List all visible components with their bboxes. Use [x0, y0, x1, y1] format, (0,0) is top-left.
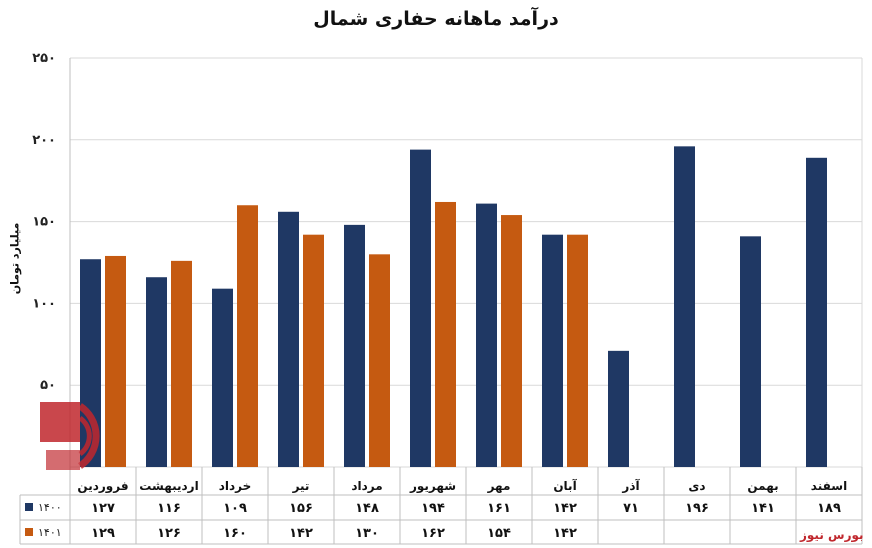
data-value-label: ۱۵۴ [487, 526, 511, 541]
y-tick-label: ۱۵۰ [32, 215, 56, 230]
data-value-label: ۱۹۴ [421, 501, 445, 516]
bar-series1 [410, 149, 431, 467]
x-category-label: آبان [553, 478, 577, 493]
bar-series1 [344, 224, 365, 467]
x-category-label: آذر [621, 478, 640, 493]
data-value-label: ۱۳۰ [355, 526, 379, 541]
bar-series1 [146, 277, 167, 467]
data-value-label: ۱۴۱ [751, 501, 775, 516]
bar-series2 [105, 255, 126, 467]
bar-series2 [501, 215, 522, 467]
data-value-label: ۱۶۰ [223, 526, 247, 541]
watermark-logo [40, 402, 100, 470]
data-value-label: ۱۰۹ [223, 501, 247, 516]
bar-series2 [567, 234, 588, 467]
bar-series2 [435, 201, 456, 467]
bar-series2 [171, 260, 192, 467]
data-value-label: ۱۶۱ [487, 501, 511, 516]
data-value-label: ۱۶۲ [421, 526, 445, 541]
bar-series1 [476, 203, 497, 467]
y-tick-label: ۱۰۰ [32, 296, 56, 311]
x-category-label: خرداد [219, 479, 252, 493]
y-tick-label: ۲۵۰ [32, 51, 56, 66]
x-category-label: فروردین [77, 479, 128, 494]
brand-label: بورس نیوز [800, 528, 864, 542]
bar-series1 [212, 288, 233, 467]
legend-swatch [25, 503, 33, 511]
data-value-label: ۱۴۲ [553, 501, 577, 516]
bar-series1 [674, 146, 695, 467]
bar-series1 [806, 157, 827, 467]
x-category-label: بهمن [747, 479, 778, 493]
data-value-label: ۱۲۶ [157, 526, 181, 541]
data-value-label: ۱۲۷ [91, 501, 115, 516]
chart-title: درآمد ماهانه حفاری شمال [313, 8, 559, 30]
bar-series2 [237, 205, 258, 468]
data-value-label: ۱۴۸ [355, 501, 379, 516]
x-category-label: اردیبهشت [139, 479, 198, 493]
bar-series2 [303, 234, 324, 467]
data-value-label: ۱۴۲ [553, 526, 577, 541]
data-value-label: ۱۱۶ [157, 501, 181, 516]
y-tick-label: ۵۰ [40, 378, 56, 393]
y-tick-label: ۲۰۰ [32, 133, 56, 148]
x-category-label: مرداد [351, 479, 382, 493]
x-category-label: اسفند [811, 479, 847, 493]
bar-series1 [740, 236, 761, 467]
x-category-label: مهر [487, 479, 511, 493]
bar-series1 [542, 234, 563, 467]
legend-label: ۱۴۰۰ [38, 501, 62, 514]
data-value-label: ۷۱ [623, 501, 639, 516]
legend-label: ۱۴۰۱ [38, 526, 62, 539]
data-value-label: ۱۵۶ [289, 501, 313, 516]
x-category-label: شهریور [409, 479, 456, 494]
data-value-label: ۱۸۹ [817, 501, 841, 516]
bar-series2 [369, 254, 390, 467]
data-value-label: ۱۹۶ [685, 501, 709, 516]
x-category-label: تیر [292, 479, 310, 493]
data-value-label: ۱۲۹ [91, 526, 115, 541]
data-value-label: ۱۴۲ [289, 526, 313, 541]
x-category-label: دی [688, 479, 705, 493]
bar-series1 [278, 211, 299, 467]
bar-series1 [608, 350, 629, 467]
legend-swatch [25, 528, 33, 536]
